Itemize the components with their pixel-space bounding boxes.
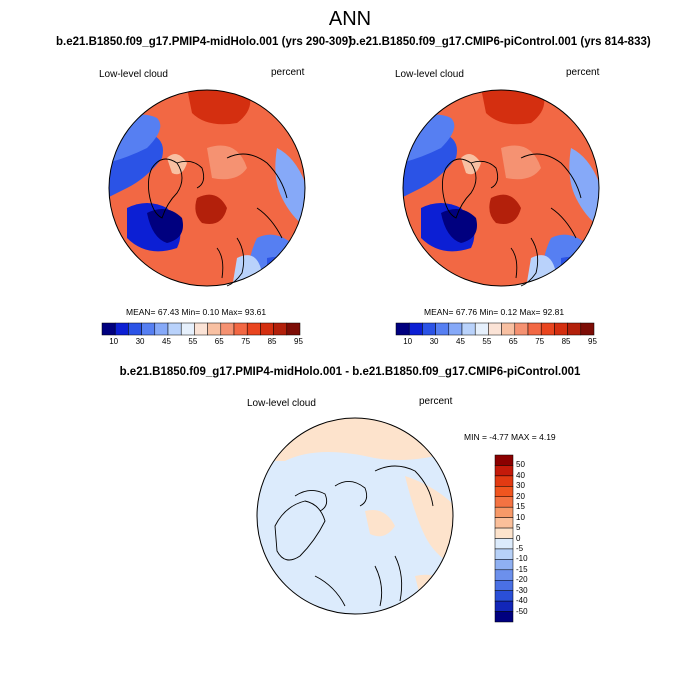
panel-1-stats: MEAN= 67.43 Min= 0.10 Max= 93.61 (126, 307, 267, 317)
panel-2-stats: MEAN= 67.76 Min= 0.12 Max= 92.81 (424, 307, 565, 317)
panel-1-colorbar-swatch (233, 322, 248, 336)
difference-stats: MIN = -4.77 MAX = 4.19 (464, 432, 556, 442)
panel-1-colorbar-swatch (220, 322, 235, 336)
difference-colorbar-tick-label: -20 (516, 575, 528, 585)
panel-2-colorbar-tick-label: 30 (429, 337, 439, 346)
panel-1-colorbar-tick-label: 75 (241, 337, 251, 346)
panel-1-colorbar-swatch (180, 322, 195, 336)
panel-2-colorbar-swatch (474, 322, 489, 336)
panel-2-colorbar-swatch (395, 322, 410, 336)
panel-2-colorbar-swatch (540, 322, 555, 336)
panel-2-colorbar-swatch (527, 322, 542, 336)
panel-2-colorbar-swatch (448, 322, 463, 336)
difference-colorbar-tick-label: -10 (516, 554, 528, 564)
panel-1-colorbar-swatch (273, 322, 288, 336)
difference-colorbar-tick-label: 5 (516, 523, 521, 533)
difference-colorbar-tick-label: 30 (516, 481, 525, 491)
difference-colorbar-swatch (494, 580, 514, 591)
panel-1-colorbar-swatch (141, 322, 156, 336)
panel-2-colorbar-swatch (554, 322, 568, 336)
panel-1-units-label: percent (271, 67, 305, 78)
panel-2-colorbar-tick-label: 85 (561, 337, 571, 346)
panel-1-colorbar-swatch (154, 322, 169, 336)
difference-colorbar-swatch (494, 611, 514, 623)
panel-2-colorbar-swatch (435, 322, 450, 336)
panel-1-colorbar-tick-label: 55 (188, 337, 198, 346)
panel-2-colorbar-swatch (488, 322, 502, 336)
panel-2-units-label: percent (566, 67, 600, 78)
difference-colorbar-swatch (494, 517, 514, 529)
difference-colorbar-tick-label: -5 (516, 543, 524, 553)
panel-2-colorbar-swatch (408, 322, 423, 336)
panel-1-colorbar-tick-label: 30 (135, 337, 145, 346)
difference-colorbar-swatch (494, 548, 514, 560)
figure-title: ANN (328, 8, 372, 30)
difference-colorbar-tick-label: 15 (516, 502, 525, 512)
panel-1-colorbar-tick-label: 85 (267, 337, 277, 346)
difference-colorbar-tick-label: -15 (516, 564, 528, 574)
difference-colorbar-swatch (494, 454, 514, 466)
panel-2-colorbar-swatch (501, 322, 516, 336)
panel-2-case-title: b.e21.B1850.f09_g17.CMIP6-piControl.001 … (349, 36, 651, 48)
panel-1-colorbar-swatch (101, 322, 116, 336)
panel-2-colorbar-tick-label: 55 (482, 337, 492, 346)
panel-2-colorbar-tick-label: 10 (403, 337, 413, 346)
panel-1-case-title: b.e21.B1850.f09_g17.PMIP4-midHolo.001 (y… (56, 36, 352, 48)
difference-colorbar-swatch (494, 527, 514, 539)
difference-colorbar-tick-label: -50 (516, 606, 528, 616)
difference-colorbar-tick-label: 50 (516, 460, 525, 470)
difference-colorbar-swatch (494, 590, 514, 602)
panel-2-colorbar-tick-label: 65 (508, 337, 518, 346)
difference-colorbar (494, 454, 514, 623)
difference-colorbar-tick-label: -40 (516, 596, 528, 606)
panel-1-colorbar-tick-label: 10 (109, 337, 119, 346)
difference-colorbar-swatch (494, 538, 514, 550)
difference-colorbar-swatch (494, 559, 514, 571)
difference-colorbar-swatch (494, 465, 514, 477)
panel-1-colorbar-tick-label: 45 (162, 337, 171, 346)
panel-2-colorbar (395, 322, 595, 336)
difference-colorbar-swatch (494, 600, 514, 612)
panel-1-colorbar-swatch (128, 322, 142, 336)
panel-1-colorbar-swatch (114, 322, 129, 336)
difference-colorbar-tick-label: 40 (516, 470, 525, 480)
panel-1-colorbar-tick-label: 95 (294, 337, 303, 346)
panel-2-colorbar-tick-label: 95 (588, 337, 597, 346)
panel-1-colorbar-swatch (194, 322, 208, 336)
difference-colorbar-tick-label: 10 (516, 512, 525, 522)
difference-colorbar-swatch (494, 486, 514, 497)
difference-colorbar-tick-label: 20 (516, 491, 525, 501)
panel-1-polar-map (108, 89, 306, 287)
difference-colorbar-tick-label: -30 (516, 585, 528, 595)
difference-units-label: percent (419, 396, 453, 407)
panel-1-colorbar-swatch (286, 322, 301, 336)
panel-1-colorbar-tick-label: 65 (214, 337, 224, 346)
panel-1-colorbar-swatch (260, 322, 274, 336)
panel-1-variable-label: Low-level cloud (99, 69, 168, 80)
difference-colorbar-swatch (494, 569, 514, 581)
panel-1-colorbar (101, 322, 301, 336)
difference-variable-label: Low-level cloud (247, 398, 316, 409)
panel-2-colorbar-swatch (461, 322, 476, 336)
panel-2-colorbar-tick-label: 75 (535, 337, 545, 346)
difference-colorbar-swatch (494, 496, 514, 508)
difference-colorbar-swatch (494, 506, 514, 518)
panel-1-colorbar-swatch (246, 322, 261, 336)
panel-2-polar-map (402, 89, 600, 287)
difference-polar-map (256, 417, 454, 615)
difference-colorbar-swatch (494, 475, 514, 487)
difference-title: b.e21.B1850.f09_g17.PMIP4-midHolo.001 - … (119, 366, 581, 378)
panel-1-colorbar-swatch (167, 322, 182, 336)
panel-2-colorbar-swatch (514, 322, 529, 336)
panel-2-colorbar-tick-label: 45 (456, 337, 465, 346)
panel-2-variable-label: Low-level cloud (395, 69, 464, 80)
panel-2-colorbar-swatch (580, 322, 595, 336)
panel-2-colorbar-swatch (422, 322, 436, 336)
panel-2-colorbar-swatch (567, 322, 582, 336)
difference-colorbar-tick-label: 0 (516, 533, 521, 543)
panel-1-colorbar-swatch (207, 322, 222, 336)
